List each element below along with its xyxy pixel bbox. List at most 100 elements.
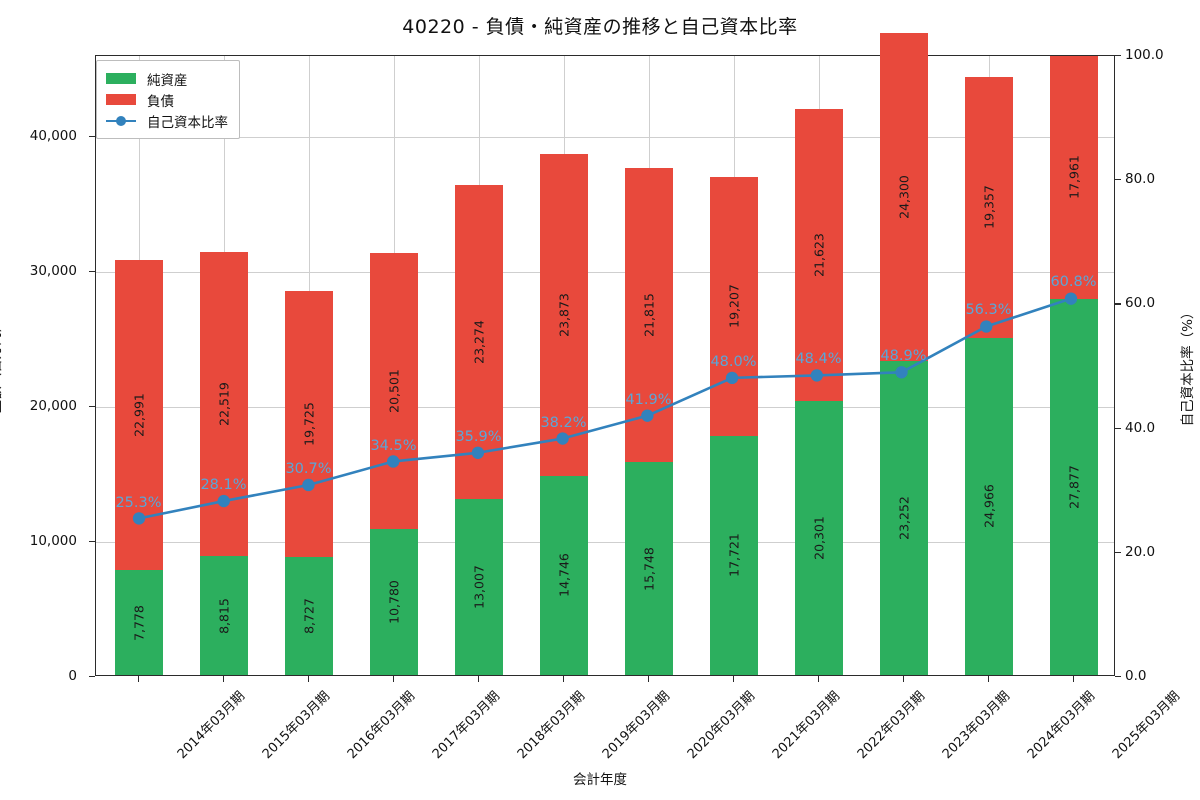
bar-segment-liabilities[interactable]: 24,300 (879, 33, 928, 362)
bar-segment-liabilities[interactable]: 19,357 (964, 76, 1013, 338)
x-tick-label: 2025年03月期 (1109, 688, 1183, 763)
legend-label-liabilities: 負債 (147, 93, 174, 110)
ratio-data-point[interactable] (217, 494, 230, 508)
ratio-data-point[interactable] (302, 478, 315, 492)
x-axis-label: 会計年度 (573, 772, 627, 788)
legend-line-marker-icon (106, 115, 136, 126)
stacked-bar[interactable]: 10,780 20,501 (369, 54, 418, 675)
y2-tick-label: 0.0 (1125, 668, 1147, 684)
legend-item-liabilities[interactable]: 負債 (106, 89, 228, 110)
ratio-data-point[interactable] (895, 366, 908, 379)
ratio-line-path (137, 297, 1073, 520)
ratio-data-point[interactable] (725, 371, 739, 385)
ratio-data-point[interactable] (387, 455, 400, 468)
x-tick-label: 2014年03月期 (174, 688, 248, 763)
x-tick-label: 2023年03月期 (939, 688, 1013, 763)
stacked-bar[interactable]: 8,727 19,725 (284, 54, 333, 675)
bar-segment-liabilities[interactable]: 19,725 (284, 290, 333, 558)
stacked-bar[interactable]: 14,746 23,873 (539, 54, 588, 675)
ratio-data-point[interactable] (471, 446, 485, 459)
bar-segment-equity[interactable]: 23,252 (879, 361, 928, 675)
y2-tick-mark (1115, 551, 1121, 553)
y-tick-mark (89, 406, 95, 408)
bar-segment-equity[interactable]: 27,877 (1049, 298, 1098, 675)
x-tick-mark (647, 676, 649, 682)
bar-segment-equity[interactable]: 15,748 (624, 462, 673, 675)
stacked-bar[interactable]: 17,721 19,207 (709, 54, 758, 675)
y2-tick-mark (1115, 179, 1121, 181)
x-tick-mark (987, 676, 989, 682)
chart-title: 40220 - 負債・純資産の推移と自己資本比率 (402, 16, 798, 38)
ratio-value-label: 38.2% (540, 414, 587, 431)
x-tick-label: 2019年03月期 (599, 688, 673, 763)
x-tick-mark (732, 676, 734, 682)
ratio-data-point[interactable] (132, 512, 146, 525)
bar-segment-equity[interactable]: 10,780 (369, 529, 418, 675)
gridline (96, 407, 1114, 408)
x-tick-label: 2024年03月期 (1024, 688, 1098, 763)
bar-segment-liabilities[interactable]: 20,501 (369, 252, 418, 530)
stacked-bar[interactable]: 27,877 17,961 (1049, 54, 1098, 675)
bar-segment-liabilities[interactable]: 21,623 (794, 109, 843, 401)
legend-label-equity-ratio: 自己資本比率 (147, 114, 228, 131)
bar-segment-equity[interactable]: 13,007 (454, 499, 503, 675)
bar-segment-equity[interactable]: 7,778 (114, 570, 163, 675)
y-tick-mark (89, 271, 95, 273)
y-tick-label: 40,000 (29, 128, 77, 144)
x-tick-label: 2017年03月期 (429, 688, 503, 763)
y-tick-mark (89, 136, 95, 138)
stacked-bar[interactable]: 13,007 23,274 (454, 54, 503, 675)
ratio-value-label: 34.5% (370, 437, 417, 454)
bar-segment-equity[interactable]: 17,721 (709, 435, 758, 675)
ratio-data-point[interactable] (980, 320, 993, 333)
y2-tick-mark (1115, 427, 1121, 429)
bar-segment-liabilities[interactable]: 23,873 (539, 153, 588, 476)
legend-item-equity[interactable]: 純資産 (106, 68, 228, 89)
y2-tick-label: 20.0 (1125, 543, 1156, 560)
stacked-bar[interactable]: 15,748 21,815 (624, 54, 673, 675)
y2-tick-label: 100.0 (1125, 47, 1164, 63)
x-tick-mark (1072, 676, 1074, 682)
ratio-value-label: 25.3% (115, 494, 162, 511)
x-tick-mark (902, 676, 904, 682)
y2-tick-label: 80.0 (1125, 171, 1156, 188)
x-tick-label: 2016年03月期 (344, 688, 418, 763)
legend-swatch-liabilities-icon (106, 94, 136, 105)
stacked-bar[interactable]: 20,301 21,623 (794, 54, 843, 675)
stacked-bar[interactable]: 23,252 24,300 (879, 33, 928, 675)
y2-tick-mark (1115, 303, 1121, 305)
chart-legend[interactable]: 純資産 負債 自己資本比率 (96, 60, 240, 139)
legend-item-equity-ratio[interactable]: 自己資本比率 (106, 110, 228, 131)
gridline (96, 272, 1114, 273)
x-tick-label: 2020年03月期 (684, 688, 758, 763)
ratio-data-point[interactable] (641, 409, 654, 422)
ratio-value-label: 35.9% (455, 429, 502, 446)
bar-segment-equity[interactable]: 20,301 (794, 400, 843, 675)
x-tick-mark (562, 676, 564, 682)
ratio-data-point[interactable] (810, 369, 823, 382)
ratio-data-point[interactable] (1064, 292, 1078, 305)
x-tick-label: 2015年03月期 (259, 688, 333, 763)
y-tick-label: 30,000 (29, 263, 77, 279)
y-tick-label: 10,000 (29, 533, 77, 549)
x-tick-mark (137, 676, 139, 682)
gridline (96, 542, 1114, 543)
ratio-value-label: 28.1% (200, 477, 247, 494)
stacked-bar[interactable]: 24,966 19,357 (964, 54, 1013, 675)
ratio-line-series (132, 292, 1078, 525)
bar-segment-equity[interactable]: 8,727 (284, 557, 333, 675)
y2-tick-mark (1115, 55, 1121, 57)
ratio-data-point[interactable] (556, 432, 569, 445)
bar-segment-equity[interactable]: 8,815 (199, 556, 248, 675)
bar-segment-equity[interactable]: 24,966 (964, 337, 1013, 675)
y-tick-label: 20,000 (29, 398, 77, 414)
ratio-value-label: 48.4% (795, 351, 842, 368)
bar-segment-equity[interactable]: 14,746 (539, 475, 588, 675)
bar-segment-liabilities[interactable]: 17,961 (1049, 56, 1098, 299)
ratio-value-label: 48.9% (880, 348, 927, 365)
legend-swatch-equity-icon (106, 73, 136, 84)
y2-tick-label: 40.0 (1125, 419, 1156, 436)
bar-segment-liabilities[interactable]: 19,207 (709, 176, 758, 436)
gridline (96, 137, 1114, 138)
